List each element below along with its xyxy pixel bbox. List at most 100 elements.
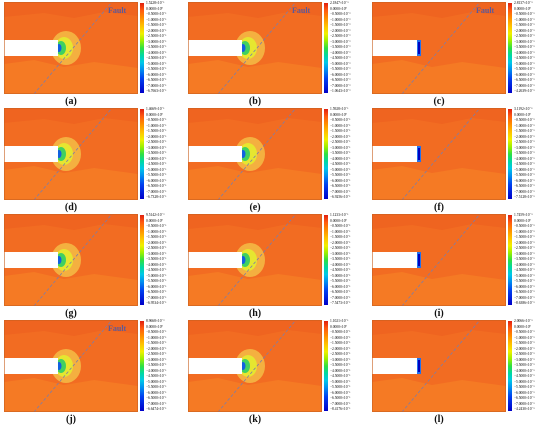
legend-ticks: 1.5228×10⁻¹ 0.0000×10⁰ −0.5000×10⁻¹ −1.0000… [146,1,186,94]
legend-tick-label: −3.0000×10⁻³ [514,357,535,362]
fault-line [33,2,113,94]
legend-tick-label: −5.5000×10⁻³ [514,67,535,71]
legend-tick-label: −3.0000×10⁻¹ [330,357,351,362]
contour-band [188,108,322,124]
legend-tick-label: 0.0000×10⁰ [514,6,531,11]
legend-tick-label: −5.0000×10⁻³ [514,379,535,384]
legend-tick-label: −4.5000×10⁻³ [514,268,535,272]
legend-tick-label: −5.0000×10⁻² [330,61,351,66]
plot-border [4,214,138,306]
legend-tick-label: −2.0000×10⁻¹ [330,346,351,351]
contour-plot [188,320,322,412]
legend-tick-label: −2.5000×10⁻¹ [146,140,167,144]
legend-tick-label: −2.0000×10⁻³ [514,28,535,33]
contour-plot [188,214,322,306]
legend-tick-label: −3.5000×10⁻² [330,45,351,49]
legend-tick-label: −3.5000×10⁻¹ [146,151,167,155]
contour-band [4,60,138,94]
subfigure-caption: (e) [249,202,261,213]
legend-tick-label: −6.6474×10⁻¹ [146,407,167,411]
color-legend: 2.0066×10⁻³ 0.0000×10⁰ −0.5000×10⁻³ −1.0000… [508,319,550,412]
subfigure-panel: Fault 2.1847×10⁻³ 0.0000×10⁰ −0.5000×10⁻² −1… [188,1,370,110]
legend-tick-label: −6.5000×10⁻¹ [330,396,351,400]
contour-band [372,272,506,306]
color-legend: 1.7459×10⁻³ 0.0000×10⁰ −0.5000×10⁻³ −1.0000… [508,213,550,306]
tunnel-cavity [4,40,58,56]
colorbar [508,3,512,93]
contour-plot [4,214,138,306]
legend-tick-label: 1.5228×10⁻¹ [146,1,165,5]
legend-tick-label: −0.5000×10⁻³ [514,118,535,122]
legend-ticks: 1.5928×10⁻¹ 0.0000×10⁰ −0.5000×10⁻¹ −1.0000… [330,107,370,200]
excavation-face-core [418,148,420,160]
fault-label: Fault [476,6,495,15]
tunnel-cavity [188,40,242,56]
legend-tick-label: −4.5000×10⁻³ [514,374,535,378]
legend-tick-label: −2.5000×10⁻³ [514,246,535,250]
legend-tick-label: −2.5000×10⁻¹ [146,352,167,356]
tunnel-cavity [372,146,417,162]
legend-tick-label: −1.0000×10⁻³ [514,229,535,234]
fault-label: Fault [108,324,127,333]
legend-tick-label: −3.0000×10⁻³ [514,145,535,150]
contour-band [188,378,322,412]
legend-tick-label: −1.0000×10⁻¹ [146,17,167,22]
legend-tick-label: −1.5000×10⁻³ [514,235,535,239]
contour-plot: Fault [372,2,506,94]
contour-band [188,60,322,94]
legend-tick-label: −6.5000×10⁻¹ [146,396,167,400]
legend-tick-label: −3.0000×10⁻² [330,39,351,44]
legend-tick-label: −7.0000×10⁻² [330,83,351,88]
legend-tick-label: −6.0000×10⁻³ [514,390,535,395]
legend-tick-label: −3.0000×10⁻³ [514,251,535,256]
legend-tick-label: −2.0000×10⁻¹ [146,134,167,139]
legend-tick-label: −8.6386×10⁻³ [514,301,535,305]
contour-svg [4,108,138,200]
tunnel-cavity [4,358,58,374]
legend-tick-label: −7.0000×10⁻¹ [146,189,167,194]
subfigure-caption: (h) [248,308,262,319]
subfigure-caption: (l) [434,414,444,425]
contour-plot: Fault [4,2,138,94]
legend-tick-label: −4.5000×10⁻¹ [146,162,167,166]
colorbar [324,215,328,305]
legend-tick-label: 0.0000×10⁰ [330,112,347,117]
legend-tick-label: −2.5000×10⁻¹ [330,352,351,356]
legend-tick-label: −6.0000×10⁻¹ [146,390,167,395]
colorbar [324,3,328,93]
legend-tick-label: −0.5000×10⁻³ [514,224,535,228]
excavation-face-core [418,254,420,266]
legend-tick-label: 0.0000×10⁰ [146,112,163,117]
legend-tick-label: −2.0000×10⁻¹ [146,240,167,245]
legend-ticks: 1.7459×10⁻³ 0.0000×10⁰ −0.5000×10⁻³ −1.0000… [514,213,550,306]
legend-tick-label: −7.0000×10⁻³ [514,401,535,406]
legend-tick-label: −3.0000×10⁻¹ [146,251,167,256]
contour-band [372,214,506,230]
tunnel-cavity [372,40,417,56]
legend-tick-label: −5.0000×10⁻¹ [146,273,167,278]
fault-line [33,320,113,412]
subfigure-panel: Fault 2.8137×10⁻³ 0.0000×10⁰ −0.5000×10⁻³ −1… [372,1,550,110]
legend-tick-label: 1.5928×10⁻¹ [330,107,349,111]
legend-ticks: 2.0066×10⁻³ 0.0000×10⁰ −0.5000×10⁻³ −1.0000… [514,319,550,412]
plot-border [188,2,322,94]
contour-svg: Fault [372,2,506,94]
legend-tick-label: −1.0000×10⁻¹ [330,123,351,128]
legend-tick-label: −4.0000×10⁻¹ [330,368,351,373]
subfigure-caption: (g) [65,308,77,319]
plot-border [188,320,322,412]
plot-border [372,214,506,306]
subfigure-panel: 1.1233×10⁻¹ 0.0000×10⁰ −0.5000×10⁻¹ −1.0000… [188,213,370,322]
contour-plot [372,214,506,306]
legend-tick-label: −1.0000×10⁻³ [514,335,535,340]
legend-tick-label: −2.5000×10⁻³ [514,140,535,144]
colorbar [508,321,512,411]
legend-tick-label: −1.0000×10⁻¹ [146,335,167,340]
subfigure-caption: (b) [248,96,262,107]
legend-tick-label: −4.2430×10⁻³ [514,407,535,411]
legend-ticks: 8.9668×10⁻² 0.0000×10⁰ −0.5000×10⁻¹ −1.0000… [146,319,186,412]
legend-tick-label: −0.5000×10⁻³ [514,330,535,334]
legend-tick-label: 1.4669×10⁻¹ [146,107,165,111]
legend-tick-label: −4.5000×10⁻² [330,56,351,60]
contour-svg: Fault [4,2,138,94]
